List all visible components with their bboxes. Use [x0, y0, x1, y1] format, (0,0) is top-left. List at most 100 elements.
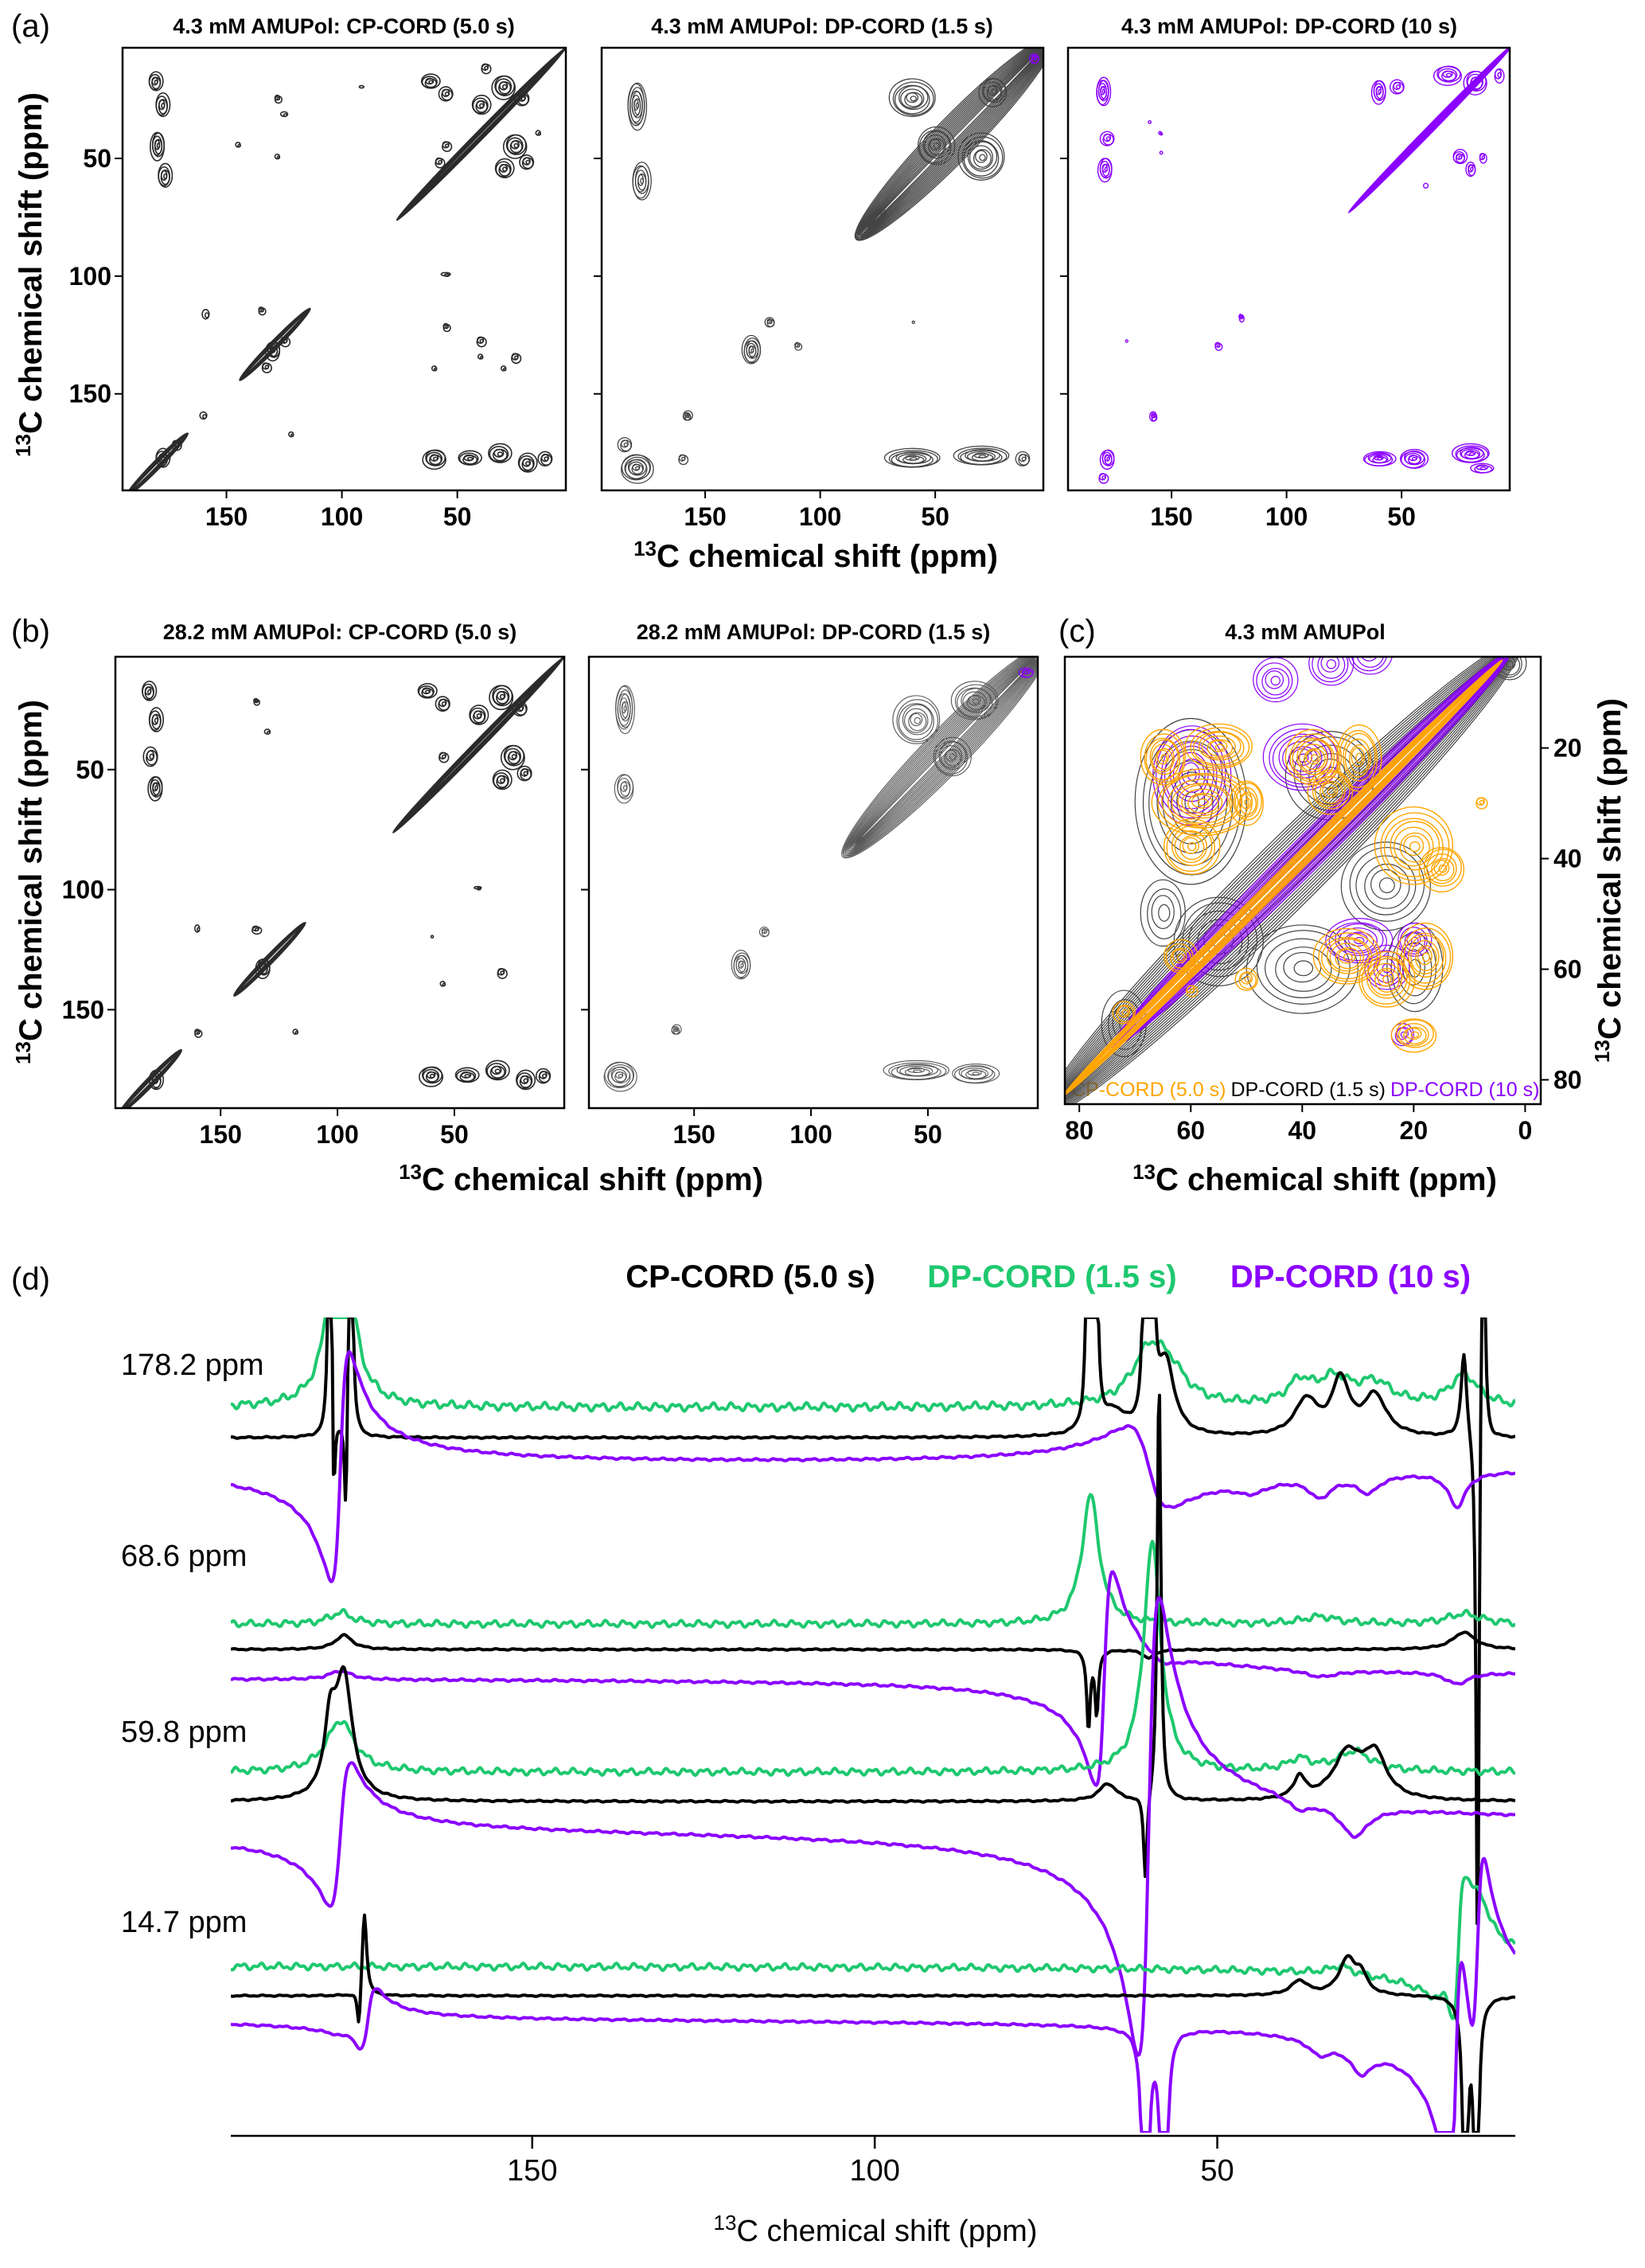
diagonal-contour [856, 209, 885, 239]
cross-peak [471, 94, 492, 115]
slice-trace-dp10 [231, 1596, 1515, 2057]
contour-level [147, 775, 163, 802]
cross-peak [422, 449, 446, 470]
contour-level [675, 1029, 679, 1033]
cross-peak [255, 958, 271, 979]
diagonal-contour [1065, 661, 1502, 1095]
contour-layer [1018, 667, 1034, 678]
contour-level [419, 1066, 444, 1087]
contour-level [1156, 728, 1226, 819]
cross-peak [485, 1060, 510, 1081]
cross-peak [1099, 131, 1115, 146]
contour-level [933, 142, 940, 150]
cross-peak [494, 158, 515, 179]
y-tick-label: 150 [62, 995, 104, 1024]
contour-level [1374, 967, 1400, 993]
contour-level [1396, 1027, 1409, 1040]
contour-level [150, 131, 166, 162]
x-tick-label: 100 [849, 2154, 899, 2188]
cross-peak [957, 132, 1005, 181]
x-tick-label: 100 [321, 502, 363, 531]
cross-peak [1396, 922, 1454, 990]
contour-level [485, 1060, 510, 1081]
cross-peak [1389, 79, 1405, 95]
contour-level [607, 1064, 634, 1088]
contour-level [1370, 80, 1386, 105]
contour-level [934, 740, 969, 775]
contour-level [509, 140, 523, 154]
contour-level [900, 88, 925, 109]
x-tick-label: 100 [316, 1120, 358, 1149]
cross-peak [1229, 780, 1264, 826]
contour-level [1389, 79, 1405, 95]
contour-level [1470, 76, 1483, 90]
contour-level [199, 411, 208, 420]
cross-peak [500, 365, 507, 372]
contour-level [1465, 162, 1476, 178]
cross-peak [458, 450, 482, 466]
cross-peak [492, 769, 513, 790]
x-tick-label: 40 [1288, 1116, 1317, 1145]
contour-level [1197, 798, 1209, 806]
diagonal-contour [1065, 662, 1501, 1095]
contour-level [1244, 798, 1251, 807]
contour-level [1326, 938, 1370, 974]
contour-level [155, 92, 171, 118]
contour-level [1397, 1023, 1429, 1047]
panel-title-b2: 28.2 mM AMUPol: DP-CORD (1.5 s) [637, 620, 991, 644]
contour-level [514, 91, 530, 107]
contour-level [1347, 657, 1393, 675]
contour-level [1362, 451, 1397, 466]
cross-peak [1112, 1001, 1136, 1025]
contour-level [494, 158, 515, 179]
contour-level [516, 765, 532, 782]
contour-level [253, 697, 259, 704]
contour-level [1308, 657, 1355, 686]
contour-level [1323, 767, 1339, 783]
cross-peak [491, 75, 516, 100]
cross-peak [632, 162, 652, 201]
contour-level [991, 88, 997, 95]
contour-level [1144, 733, 1184, 783]
contour-level [1125, 339, 1129, 343]
contour-level [1361, 657, 1378, 662]
diagonal-contour [858, 211, 883, 237]
diagonal-contour [858, 48, 1043, 238]
y-tick-label: 60 [1553, 954, 1582, 983]
contour-level [493, 688, 510, 705]
contour-level [1167, 779, 1239, 826]
contour-level [274, 95, 283, 104]
diagonal-contour [869, 50, 1041, 226]
contour-level [986, 84, 1002, 100]
contour-level [1415, 945, 1437, 971]
contour-level [1147, 888, 1182, 939]
cross-peak [516, 1069, 536, 1091]
contour-level [1157, 772, 1249, 834]
contour-level [235, 142, 241, 148]
contour-level [1116, 1004, 1134, 1023]
slice-plot [231, 1317, 1515, 2133]
cross-peak [978, 77, 1008, 107]
cross-peak [888, 78, 936, 117]
contour-plot-a3 [1096, 48, 1510, 484]
contour-level [1403, 1026, 1427, 1044]
contour-level [1366, 958, 1408, 999]
cross-peak [1452, 443, 1490, 463]
cross-peak [469, 705, 489, 725]
contour-level [892, 695, 941, 744]
contour-level [1171, 783, 1233, 824]
contour-level [417, 682, 438, 699]
cross-peak [671, 1024, 682, 1035]
contour-level [1240, 793, 1253, 810]
cross-peak [1358, 951, 1416, 1008]
x-tick-label: 50 [443, 502, 472, 531]
contour-level [1188, 910, 1249, 971]
contour-level [1117, 1005, 1130, 1018]
cross-peak [1186, 985, 1199, 997]
contour-level [1099, 131, 1115, 146]
x-tick-label: 50 [440, 1120, 469, 1149]
contour-level [1270, 675, 1281, 686]
contour-level [1382, 974, 1392, 984]
contour-level [1380, 812, 1450, 881]
contour-level [1310, 754, 1319, 763]
